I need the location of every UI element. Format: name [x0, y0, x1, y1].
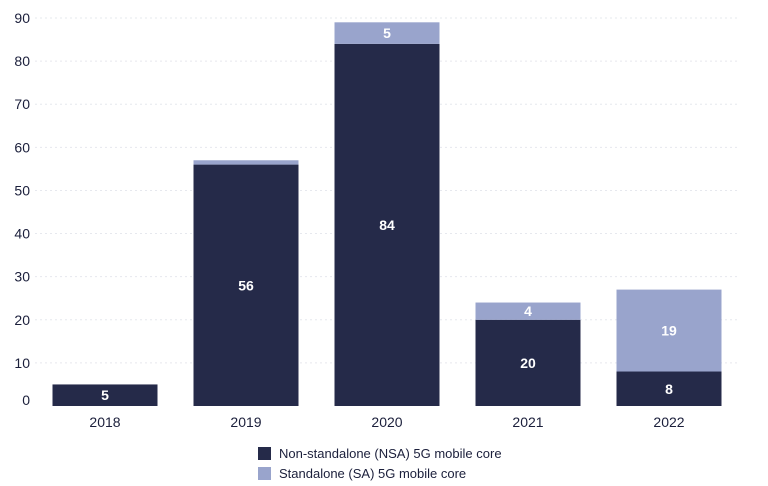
y-tick-label: 10: [14, 355, 30, 371]
y-tick-label: 30: [14, 269, 30, 285]
bar-2021-sa: [475, 302, 581, 320]
data-label-2019-nsa: 56: [238, 277, 254, 293]
bar-2022-nsa: [616, 371, 722, 406]
x-tick-label: 2022: [653, 414, 684, 430]
bar-2019-sa: [193, 160, 299, 165]
x-tick-label: 2018: [89, 414, 120, 430]
y-tick-label: 50: [14, 182, 30, 198]
x-axis: 2018 2019 2020 2021 2022: [89, 414, 684, 430]
legend: Non-standalone (NSA) 5G mobile core Stan…: [258, 443, 502, 483]
y-tick-label: 70: [14, 96, 30, 112]
bar-2018-nsa: [52, 384, 158, 406]
x-tick-label: 2020: [371, 414, 402, 430]
legend-label-sa: Standalone (SA) 5G mobile core: [279, 465, 467, 481]
y-axis: 0 10 20 30 40 50 60 70 80 90: [14, 10, 30, 408]
bar-2021-nsa: [475, 319, 581, 406]
y-tick-label: 40: [14, 226, 30, 242]
y-tick-label: 60: [14, 139, 30, 155]
bar-2020-nsa: [334, 43, 440, 406]
legend-swatch-sa: [258, 466, 271, 480]
legend-swatch-nsa: [258, 446, 271, 460]
data-label-2022-nsa: 8: [665, 381, 673, 397]
bars: [52, 22, 722, 406]
y-tick-label: 80: [14, 53, 30, 69]
data-label-2018-nsa: 5: [101, 387, 109, 403]
y-tick-label: 90: [14, 10, 30, 26]
bar-2020-sa: [334, 22, 440, 44]
bar-2019-nsa: [193, 164, 299, 406]
y-tick-label: 20: [14, 312, 30, 328]
legend-item-nsa: Non-standalone (NSA) 5G mobile core: [258, 443, 502, 463]
y-tick-label: 0: [22, 392, 30, 408]
bar-2022-sa: [616, 289, 722, 372]
data-label-2021-nsa: 20: [520, 355, 536, 371]
x-tick-label: 2021: [512, 414, 543, 430]
data-label-2021-sa: 4: [524, 303, 532, 319]
x-tick-label: 2019: [230, 414, 261, 430]
legend-item-sa: Standalone (SA) 5G mobile core: [258, 463, 502, 483]
data-label-2020-sa: 5: [383, 25, 391, 41]
legend-label-nsa: Non-standalone (NSA) 5G mobile core: [279, 445, 502, 461]
data-labels: 5 56 84 5 20 4 8 19: [101, 25, 677, 403]
data-label-2020-nsa: 84: [379, 217, 395, 233]
data-label-2022-sa: 19: [661, 323, 677, 339]
